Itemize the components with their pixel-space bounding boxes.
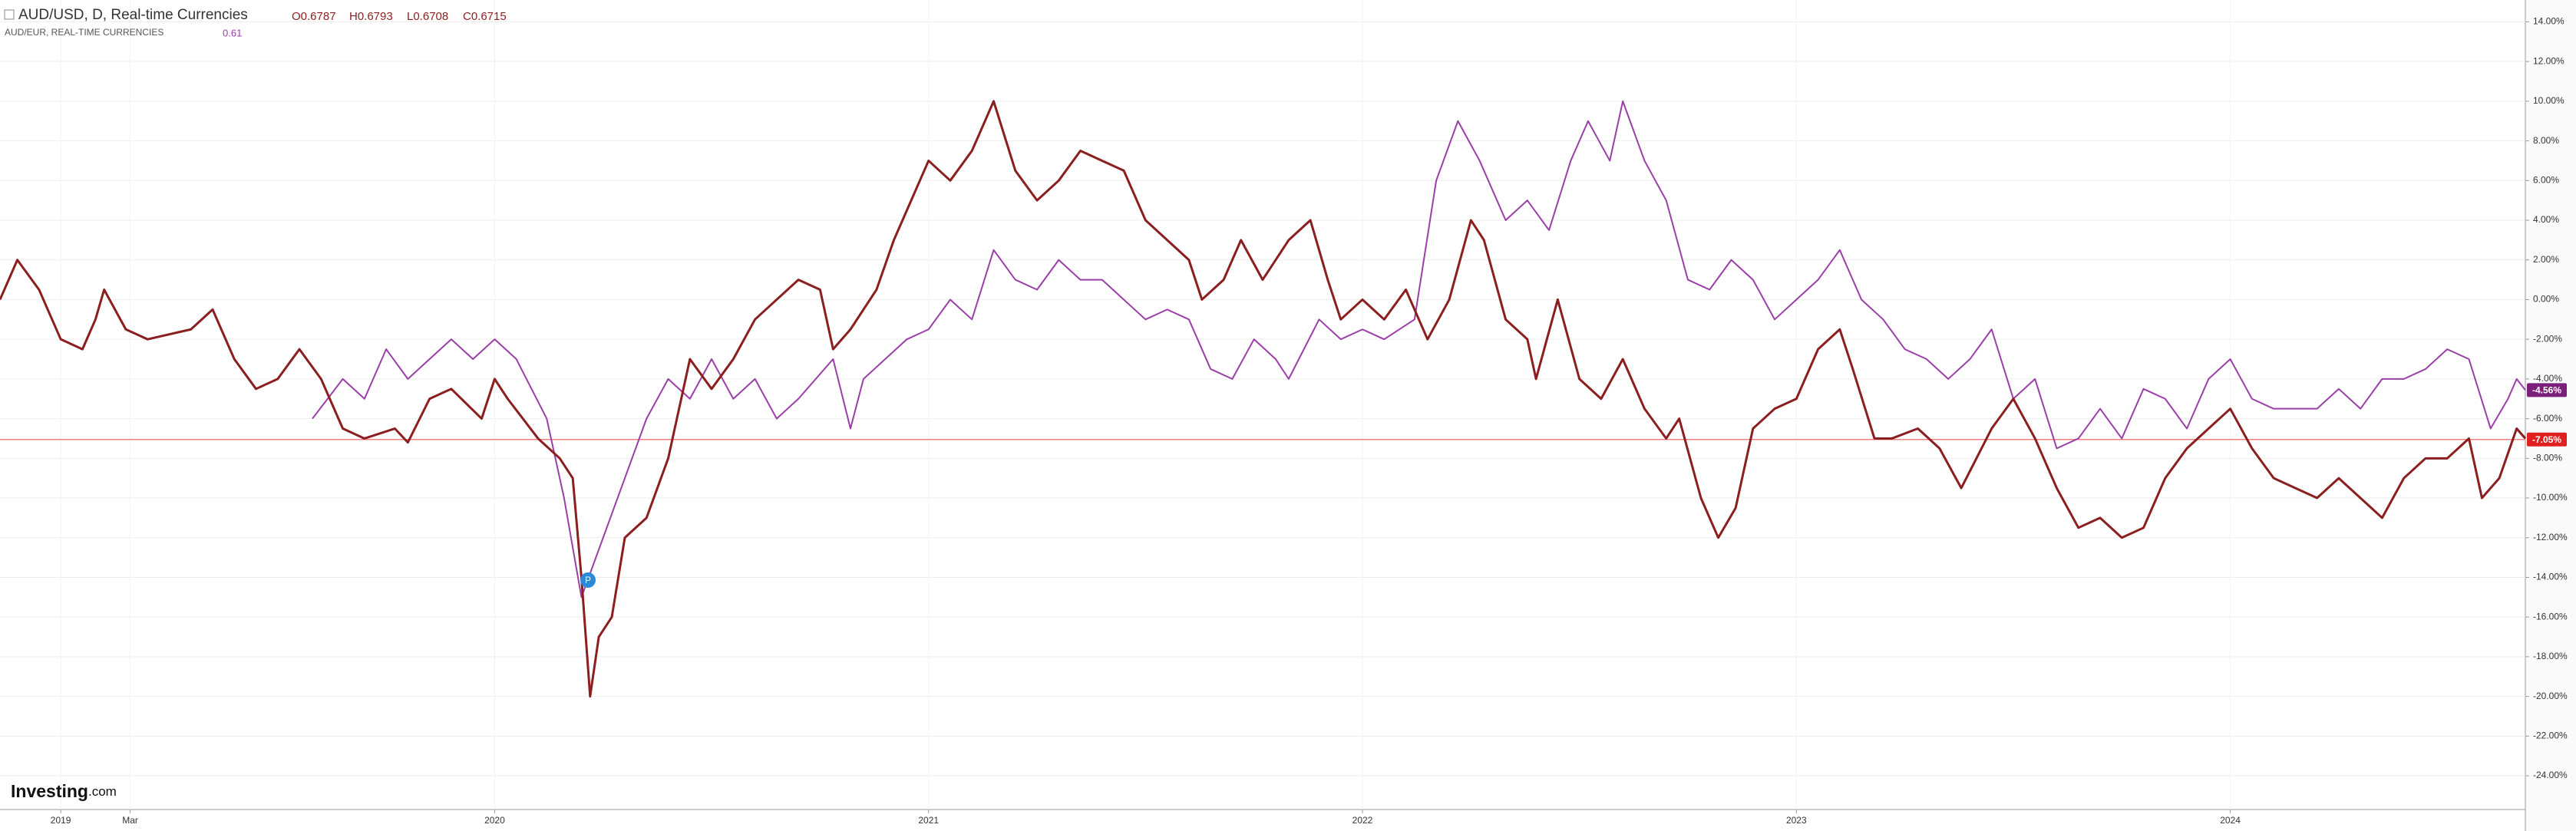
- last-value-label: -7.05%: [2532, 434, 2561, 445]
- logo-suffix: .com: [88, 784, 117, 799]
- symbol: AUD/USD, D, Real-time Currencies: [18, 7, 248, 23]
- legend: AUD/USD, D, Real-time Currencies O0.6787…: [4, 7, 507, 38]
- y-tick-label: -24.00%: [2533, 770, 2568, 780]
- y-tick-label: -20.00%: [2533, 691, 2568, 701]
- y-tick-label: 14.00%: [2533, 16, 2564, 27]
- ohlc-open: O0.6787: [292, 10, 336, 23]
- logo: Investing.com: [11, 781, 117, 801]
- y-tick-label: -18.00%: [2533, 651, 2568, 661]
- y-tick-label: 0.00%: [2533, 294, 2559, 305]
- last-value-label: -4.56%: [2532, 385, 2561, 396]
- y-tick-label: -6.00%: [2533, 413, 2562, 424]
- y-tick-label: -2.00%: [2533, 333, 2562, 344]
- x-tick-label: 2019: [51, 815, 71, 826]
- y-tick-label: 4.00%: [2533, 214, 2559, 225]
- y-tick-label: 10.00%: [2533, 95, 2564, 106]
- ohlc-low: L0.6708: [407, 10, 448, 23]
- y-tick-label: -12.00%: [2533, 532, 2568, 542]
- series-line: [312, 100, 2526, 599]
- icon: [4, 9, 15, 20]
- event-marker: P: [580, 572, 596, 588]
- logo-brand: Investing: [11, 781, 88, 801]
- y-tick-label: -8.00%: [2533, 452, 2562, 463]
- x-tick-label: 2020: [484, 815, 505, 826]
- y-tick-label: 2.00%: [2533, 254, 2559, 265]
- last-value-badge: [2527, 432, 2567, 447]
- y-tick-label: -10.00%: [2533, 492, 2568, 503]
- x-tick-label: 2022: [1352, 815, 1373, 826]
- price-axis: [2525, 0, 2576, 831]
- compare-value: 0.61: [223, 27, 242, 38]
- x-tick-label: 2023: [1786, 815, 1807, 826]
- x-tick-label: 2024: [2220, 815, 2241, 826]
- y-tick-label: 12.00%: [2533, 55, 2564, 66]
- y-tick-label: 8.00%: [2533, 135, 2559, 146]
- last-value-badge: [2527, 383, 2567, 397]
- svg-text:P: P: [585, 575, 591, 585]
- plot: [0, 0, 2527, 810]
- compare-symbol: AUD/EUR, REAL-TIME CURRENCIES: [5, 27, 163, 38]
- ohlc-high: H0.6793: [349, 10, 393, 23]
- y-tick-label: -14.00%: [2533, 572, 2568, 582]
- x-tick-label: 2021: [918, 815, 939, 826]
- y-tick-label: 6.00%: [2533, 174, 2559, 185]
- x-tick-label: Mar: [122, 815, 138, 826]
- series-line: [0, 100, 2527, 698]
- y-tick-label: -16.00%: [2533, 611, 2568, 622]
- ohlc-close: C0.6715: [463, 10, 507, 23]
- y-tick-label: -22.00%: [2533, 730, 2568, 740]
- y-tick-label: -4.00%: [2533, 373, 2562, 384]
